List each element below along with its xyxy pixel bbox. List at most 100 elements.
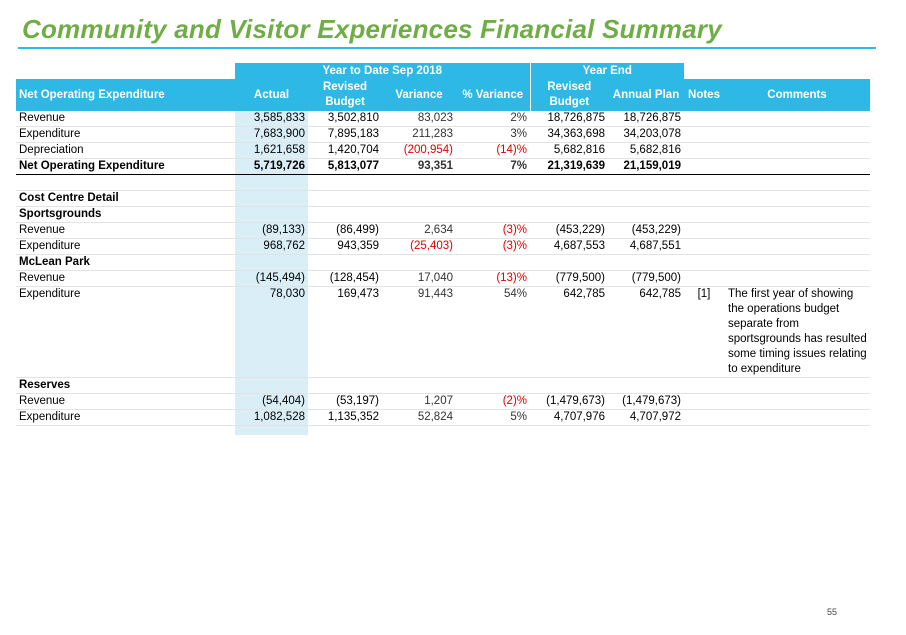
table-row (16, 425, 870, 435)
annual-plan-cell (608, 174, 684, 191)
actual-cell (235, 206, 308, 223)
variance-cell: 17,040 (382, 270, 456, 287)
pct-variance-cell: 54% (456, 286, 530, 378)
notes-cell (684, 238, 724, 255)
group-year-to-date: Year to Date Sep 2018 (235, 63, 530, 79)
revised-budget-cell (308, 206, 382, 223)
actual-cell (235, 190, 308, 207)
notes-cell (684, 111, 724, 127)
variance-cell (382, 254, 456, 271)
comments-cell (724, 238, 870, 255)
notes-cell (684, 270, 724, 287)
table-row: Revenue 3,585,833 3,502,810 83,023 2% 18,726,… (16, 111, 870, 127)
annual-plan-cell: 4,687,551 (608, 238, 684, 255)
actual-cell: (54,404) (235, 393, 308, 410)
table-row: Revenue (145,494) (128,454) 17,040 (13)% (779… (16, 270, 870, 287)
ye-revised-budget-cell (530, 190, 608, 207)
comments-cell (724, 377, 870, 394)
pct-variance-cell: (13)% (456, 270, 530, 287)
revised-budget-cell (308, 174, 382, 191)
pct-variance-cell (456, 190, 530, 207)
actual-cell: 3,585,833 (235, 111, 308, 127)
annual-plan-cell: 34,203,078 (608, 126, 684, 143)
row-label: Sportsgrounds (16, 206, 235, 223)
notes-cell (684, 222, 724, 239)
notes-cell (684, 206, 724, 223)
table-row: Expenditure 968,762 943,359 (25,403) (3)% 4,6… (16, 238, 870, 255)
actual-cell: 7,683,900 (235, 126, 308, 143)
comments-cell (724, 206, 870, 223)
col-header-label: Net Operating Expenditure (16, 79, 235, 111)
notes-cell (684, 409, 724, 426)
table-row: Expenditure 78,030 169,473 91,443 54% 642,785… (16, 286, 870, 378)
pct-variance-cell: (3)% (456, 238, 530, 255)
title-underline (18, 47, 876, 49)
row-label: Depreciation (16, 142, 235, 159)
annual-plan-cell: (779,500) (608, 270, 684, 287)
actual-cell: 78,030 (235, 286, 308, 378)
table-row: Depreciation 1,621,658 1,420,704 (200,954)(… (16, 142, 870, 159)
notes-cell (684, 158, 724, 175)
revised-budget-cell: 943,359 (308, 238, 382, 255)
col-header-pct-variance: % Variance (456, 79, 530, 111)
table-row: Net Operating Expenditure 5,719,726 5,813,… (16, 158, 870, 175)
pct-variance-cell (456, 174, 530, 191)
variance-cell: 93,351 (382, 158, 456, 175)
table-row: Expenditure 7,683,900 7,895,183 211,283 3% 34… (16, 126, 870, 143)
annual-plan-cell (608, 254, 684, 271)
pct-variance-cell: 7% (456, 158, 530, 175)
row-label: McLean Park (16, 254, 235, 271)
revised-budget-cell: 5,813,077 (308, 158, 382, 175)
table-row: McLean Park (16, 254, 870, 271)
pct-variance-cell: 2% (456, 111, 530, 127)
ye-revised-budget-cell: 5,682,816 (530, 142, 608, 159)
table-row: Sportsgrounds (16, 206, 870, 223)
comments-cell (724, 158, 870, 175)
annual-plan-cell: (453,229) (608, 222, 684, 239)
ye-revised-budget-cell: 18,726,875 (530, 111, 608, 127)
revised-budget-cell: 7,895,183 (308, 126, 382, 143)
comments-cell (724, 126, 870, 143)
col-header-ye-revised-budget: Revised Budget (529, 79, 608, 111)
variance-cell (382, 190, 456, 207)
ye-revised-budget-cell (530, 254, 608, 271)
ye-revised-budget-cell: 34,363,698 (530, 126, 608, 143)
notes-cell (684, 393, 724, 410)
variance-cell (382, 174, 456, 191)
row-label: Revenue (16, 222, 235, 239)
ye-revised-budget-cell: (453,229) (530, 222, 608, 239)
ye-revised-budget-cell: 21,319,639 (530, 158, 608, 175)
pct-variance-cell: 3% (456, 126, 530, 143)
comments-cell (724, 254, 870, 271)
annual-plan-cell: 18,726,875 (608, 111, 684, 127)
row-label: Cost Centre Detail (16, 190, 235, 207)
actual-cell: 1,621,658 (235, 142, 308, 159)
revised-budget-cell (308, 190, 382, 207)
ye-revised-budget-cell (530, 174, 608, 191)
annual-plan-cell: 5,682,816 (608, 142, 684, 159)
notes-cell (684, 190, 724, 207)
variance-cell: (25,403) (382, 238, 456, 255)
table-row: Revenue (89,133) (86,499) 2,634 (3)% (453,229… (16, 222, 870, 239)
row-label (16, 174, 235, 191)
ye-revised-budget-cell: 642,785 (530, 286, 608, 378)
annual-plan-cell (608, 206, 684, 223)
notes-cell: [1] (684, 286, 724, 378)
comments-cell (724, 111, 870, 127)
comments-cell (724, 270, 870, 287)
pct-variance-cell: 5% (456, 409, 530, 426)
col-header-notes: Notes (684, 79, 724, 111)
actual-cell (235, 254, 308, 271)
pct-variance-cell (456, 377, 530, 394)
variance-cell: 83,023 (382, 111, 456, 127)
variance-cell: 211,283 (382, 126, 456, 143)
col-header-actual: Actual (235, 79, 308, 111)
revised-budget-cell: (53,197) (308, 393, 382, 410)
annual-plan-cell: (1,479,673) (608, 393, 684, 410)
row-label: Revenue (16, 111, 235, 127)
ye-revised-budget-cell: (779,500) (530, 270, 608, 287)
comments-cell (724, 222, 870, 239)
header-group-row: Year to Date Sep 2018 Year End (16, 63, 870, 79)
table-row: Cost Centre Detail (16, 190, 870, 207)
revised-budget-cell (308, 254, 382, 271)
